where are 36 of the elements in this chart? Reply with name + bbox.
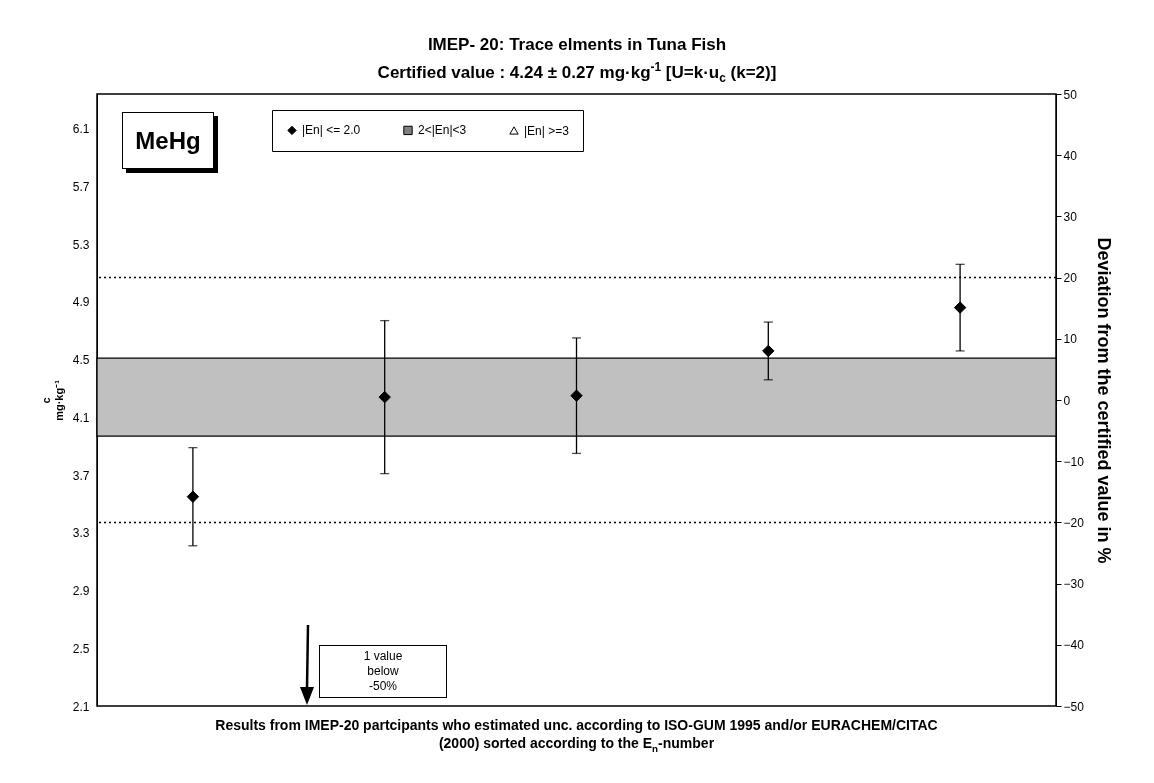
- y2-axis-title: Deviation from the certified value in %: [1093, 237, 1114, 564]
- y2-tick-label: 40: [1063, 148, 1078, 163]
- y-tick-label: 5.7: [72, 179, 90, 194]
- point: [378, 390, 391, 404]
- y-tick-label: 4.9: [72, 295, 90, 310]
- y-tick-label: 5.3: [72, 237, 90, 252]
- y-tick-label: 6.1: [72, 122, 90, 137]
- point: [762, 344, 775, 358]
- y-tick-label: 4.1: [72, 410, 90, 425]
- y2-tick-label: −50: [1063, 699, 1085, 714]
- y-tick-label: 3.7: [72, 468, 90, 483]
- y2-tick-label: −20: [1063, 515, 1085, 530]
- y2-tick-label: 30: [1063, 209, 1078, 224]
- y-tick-label: 2.9: [72, 584, 90, 599]
- note-box: 1 value below -50%: [319, 645, 447, 698]
- y2-tick-label: 20: [1063, 271, 1078, 286]
- y2-tick-label: −30: [1063, 577, 1085, 592]
- y-axis-title: c mg·kg⁻¹: [39, 379, 65, 421]
- legend-label: 2<|En|<3: [418, 123, 467, 138]
- y2-tick-label: −10: [1063, 454, 1085, 469]
- y-tick-label: 2.1: [72, 699, 90, 714]
- y-tick-label: 3.3: [72, 526, 90, 541]
- x-axis-title: Results from IMEP-20 partcipants who estimated unc. according to ISO-GUM 1995 and/or EURACHEM/CITAC (2000) sorted according to the E$_{n}$-number: [214, 716, 939, 756]
- y2-tick-label: 50: [1063, 87, 1078, 102]
- legend-label: |En| <= 2.0: [302, 123, 361, 138]
- chart-subtitle: Certified value : 4.24 ± 0.27 mg·kg$^{-1}$ [U=k·u$_{c}$ (k=2)]: [377, 60, 777, 86]
- y2-tick-label: 0: [1063, 393, 1071, 408]
- y-tick-label: 2.5: [72, 641, 90, 656]
- chart-title: IMEP- 20: Trace elments in Tuna Fish: [427, 35, 727, 54]
- y-tick-label: 4.5: [72, 353, 90, 368]
- point: [186, 490, 200, 503]
- y2-tick-label: −40: [1063, 638, 1085, 653]
- point: [570, 389, 583, 402]
- legend-label: |En| >=3: [524, 123, 570, 138]
- point: [953, 301, 967, 314]
- y2-tick-label: 10: [1063, 332, 1078, 347]
